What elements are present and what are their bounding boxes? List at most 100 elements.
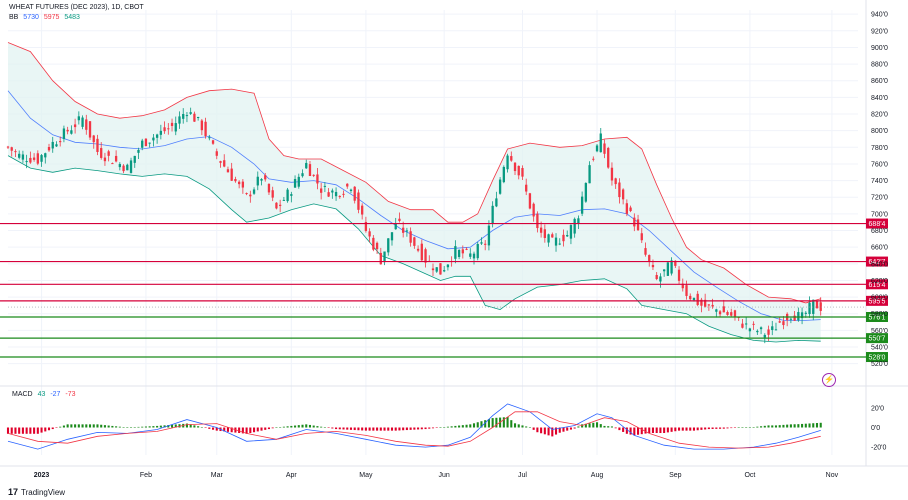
candle-body: [267, 183, 271, 193]
candle-body: [573, 218, 576, 234]
candle-body: [368, 231, 371, 237]
price-tick-label-16: 620'0: [871, 278, 888, 285]
macd-histogram-bar: [40, 427, 43, 433]
candle-body: [685, 285, 688, 296]
bb-basis-value: 5730: [23, 14, 39, 21]
candle-body: [409, 231, 412, 243]
candle-body: [584, 183, 588, 202]
macd-histogram-bar: [666, 427, 669, 433]
macd-histogram-bar: [282, 426, 285, 428]
candle-body: [249, 194, 252, 197]
candle-body: [44, 153, 47, 158]
candle-body: [14, 151, 17, 153]
macd-histogram-bar: [726, 427, 729, 429]
candle-body: [648, 255, 651, 262]
macd-histogram-bar: [193, 425, 196, 428]
macd-histogram-bar: [584, 423, 587, 428]
macd-histogram-bar: [208, 427, 211, 429]
macd-histogram-bar: [543, 427, 546, 435]
price-tick-label-5: 840'0: [871, 95, 888, 102]
macd-histogram-bar: [342, 427, 345, 430]
bb-basis-line: [7, 90, 821, 321]
candle-body: [405, 230, 409, 232]
candle-body: [226, 169, 230, 173]
macd-histogram-bar: [256, 427, 259, 432]
macd-histogram-bar: [174, 424, 177, 428]
macd-histogram-bar: [264, 427, 267, 430]
price-tick-label-21: 520'0: [871, 361, 888, 368]
candle-body: [506, 155, 509, 170]
macd-histogram-bar: [819, 422, 822, 428]
candlesticks: [6, 107, 822, 344]
candle-body: [700, 299, 703, 306]
bb-legend: BB 5730 5975 5483: [9, 14, 83, 21]
candle-body: [323, 185, 327, 187]
candle-body: [812, 299, 815, 314]
macd-histogram-bar: [286, 426, 289, 428]
macd-line-value: -27: [50, 391, 61, 398]
macd-histogram-bar: [376, 427, 379, 431]
candle-body: [551, 234, 554, 238]
macd-histogram-bar: [696, 427, 699, 431]
candle-body: [398, 218, 401, 221]
macd-histogram-bar: [458, 425, 461, 428]
candle-body: [312, 174, 315, 176]
macd-histogram-bar: [719, 427, 722, 429]
candle-body: [208, 137, 211, 139]
macd-tick-label-0: 20'0: [871, 405, 884, 412]
price-tick-label-20: 540'0: [871, 345, 888, 352]
macd-histogram-bar: [547, 427, 550, 436]
macd-histogram-bar: [681, 427, 684, 431]
price-tick-label-17: 600'0: [871, 295, 888, 302]
macd-histogram-bar: [812, 423, 815, 428]
candle-body: [178, 116, 181, 124]
macd-histogram-bar: [528, 427, 531, 428]
level-label-5: 550'7: [869, 336, 886, 343]
candle-body: [282, 199, 286, 201]
price-tick-label-9: 760'0: [871, 161, 888, 168]
time-tick-label-1: Feb: [140, 472, 152, 479]
macd-signal-line: [7, 411, 821, 449]
candle-body: [495, 198, 498, 207]
macd-histogram-bar: [118, 426, 121, 428]
candle-body: [137, 149, 140, 153]
macd-histogram-bar: [74, 424, 77, 428]
candle-body: [383, 251, 386, 263]
price-tick-label-7: 800'0: [871, 128, 888, 135]
time-axis[interactable]: 2023 Feb Mar Apr May Jun Jul Aug Sep Oct Nov: [34, 472, 839, 479]
macd-histogram-bar: [320, 426, 323, 428]
price-axis[interactable]: 940'0 920'0 900'0 880'0 860'0 840'0 820'0 800'0…: [871, 12, 888, 452]
candle-body: [666, 262, 670, 276]
macd-histogram-bar: [141, 426, 144, 428]
price-tick-label-10: 740'0: [871, 178, 888, 185]
time-tick-label-5: Jun: [439, 472, 450, 479]
macd-histogram-bar: [383, 427, 386, 431]
candle-body: [577, 218, 580, 224]
candle-body: [293, 179, 297, 188]
macd-histogram-bar: [390, 427, 394, 431]
level-label-1: 642'7: [869, 259, 886, 266]
price-tick-label-3: 880'0: [871, 62, 888, 69]
macd-histogram-bar: [144, 426, 147, 428]
candle-body: [595, 145, 599, 152]
lightning-icon[interactable]: ⚡: [822, 373, 836, 387]
time-tick-label-8: Sep: [669, 472, 682, 479]
candle-body: [290, 194, 293, 196]
candle-body: [502, 166, 505, 183]
price-tick-label-12: 700'0: [871, 211, 888, 218]
candle-body: [618, 182, 621, 198]
macd-histogram-bar: [655, 427, 658, 433]
candle-body: [815, 300, 819, 309]
macd-histogram-bar: [789, 424, 792, 428]
candle-body: [614, 178, 617, 185]
macd-histogram-bar: [316, 426, 319, 428]
candle-body: [703, 299, 707, 307]
macd-histogram-bar: [748, 427, 751, 428]
macd-histogram-bar: [6, 427, 10, 434]
tradingview-brand[interactable]: 17 TradingView: [8, 487, 65, 497]
candle-body: [696, 293, 699, 305]
candle-body: [252, 189, 256, 194]
macd-histogram-bar: [554, 427, 558, 435]
candle-body: [6, 146, 10, 148]
